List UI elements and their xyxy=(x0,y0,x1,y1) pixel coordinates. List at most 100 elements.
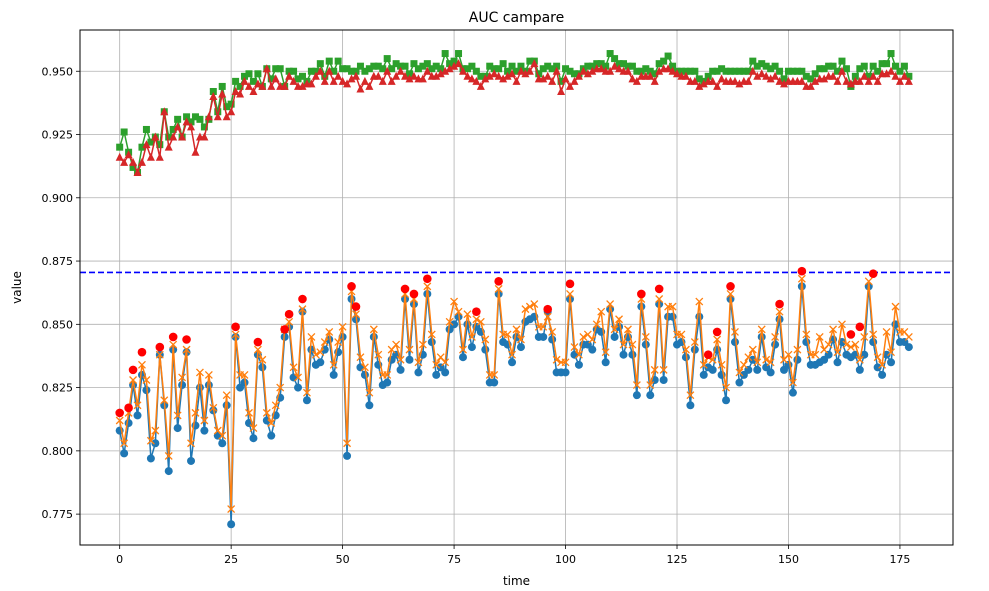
series-circle xyxy=(115,282,913,529)
series-point xyxy=(455,50,463,58)
highlight-point xyxy=(543,304,553,314)
series-point xyxy=(356,62,364,70)
series-point xyxy=(463,310,472,319)
series-point xyxy=(151,426,160,435)
series-point xyxy=(414,65,422,73)
series-point xyxy=(833,348,842,357)
series-point xyxy=(601,358,610,367)
series-point xyxy=(458,353,467,362)
series-point xyxy=(887,66,896,75)
series-point xyxy=(869,338,878,347)
series-point xyxy=(766,368,775,377)
series-point xyxy=(766,358,775,367)
series-point xyxy=(718,65,726,73)
series-point xyxy=(593,60,601,68)
series-point xyxy=(632,76,641,85)
series-point xyxy=(535,70,543,78)
y-tick-label: 0.875 xyxy=(42,255,74,268)
series-point xyxy=(285,317,294,326)
series-point xyxy=(436,69,445,78)
series-point xyxy=(651,70,659,78)
series-point xyxy=(494,71,503,80)
series-point xyxy=(218,439,227,448)
series-point xyxy=(120,439,129,448)
series-point xyxy=(463,71,472,80)
series-point xyxy=(445,64,454,73)
series-point xyxy=(690,338,699,346)
series-point xyxy=(846,79,855,88)
series-point xyxy=(441,368,450,377)
series-point xyxy=(731,327,739,336)
series-point xyxy=(869,71,878,80)
y-tick-label: 0.925 xyxy=(42,129,74,142)
series-point xyxy=(508,350,517,359)
series-point xyxy=(249,86,258,95)
series-point xyxy=(539,65,547,73)
series-point xyxy=(508,358,517,367)
series-point xyxy=(397,62,405,70)
series-point xyxy=(695,75,703,83)
series-point xyxy=(467,74,476,83)
series-point xyxy=(802,72,810,80)
series-point xyxy=(548,76,557,85)
series-point xyxy=(151,132,160,141)
series-point xyxy=(561,368,570,377)
series-point xyxy=(695,297,704,306)
series-point xyxy=(615,315,624,324)
series-point xyxy=(392,340,401,349)
series-point xyxy=(374,71,383,80)
plot-frame xyxy=(79,29,954,546)
series-point xyxy=(739,360,748,369)
series-point xyxy=(695,312,704,321)
series-point xyxy=(290,67,298,75)
series-point xyxy=(588,335,597,344)
series-point xyxy=(178,132,187,141)
series-point xyxy=(668,302,677,311)
series-point xyxy=(802,330,811,339)
series-point xyxy=(606,66,615,75)
series-point xyxy=(369,325,378,334)
series-point xyxy=(115,152,124,161)
series-point xyxy=(548,65,556,73)
series-point xyxy=(196,115,204,123)
series-point xyxy=(383,55,391,63)
series-point xyxy=(142,140,151,149)
series-point xyxy=(311,350,320,359)
series-point xyxy=(878,360,887,369)
series-point xyxy=(677,67,685,75)
series-point xyxy=(730,338,739,347)
series-point xyxy=(329,76,338,85)
series-point xyxy=(686,67,694,75)
series-point xyxy=(771,340,780,349)
series-point xyxy=(267,431,276,440)
series-point xyxy=(820,65,828,73)
series-point xyxy=(254,70,262,78)
series-point xyxy=(187,456,196,465)
series-point xyxy=(169,340,178,349)
series-point xyxy=(374,62,382,70)
series-layer xyxy=(115,50,913,529)
y-tick-label: 0.950 xyxy=(42,65,74,78)
series-point xyxy=(753,62,761,70)
series-point xyxy=(232,77,240,85)
series-point xyxy=(423,282,432,291)
series-point xyxy=(513,67,520,75)
series-point xyxy=(227,520,236,529)
highlight-point xyxy=(168,332,178,342)
series-point xyxy=(842,76,851,85)
series-point xyxy=(775,307,784,316)
series-point xyxy=(155,350,164,359)
series-point xyxy=(646,381,655,390)
series-point xyxy=(873,363,882,372)
series-point xyxy=(851,340,860,349)
series-point xyxy=(882,350,891,359)
series-point xyxy=(467,343,476,352)
series-point xyxy=(432,71,441,80)
series-point xyxy=(503,330,512,339)
series-point xyxy=(797,274,806,283)
series-point xyxy=(566,289,574,298)
series-point xyxy=(891,62,899,70)
series-point xyxy=(588,345,597,354)
series-point xyxy=(151,439,160,448)
highlight-point xyxy=(137,347,147,357)
